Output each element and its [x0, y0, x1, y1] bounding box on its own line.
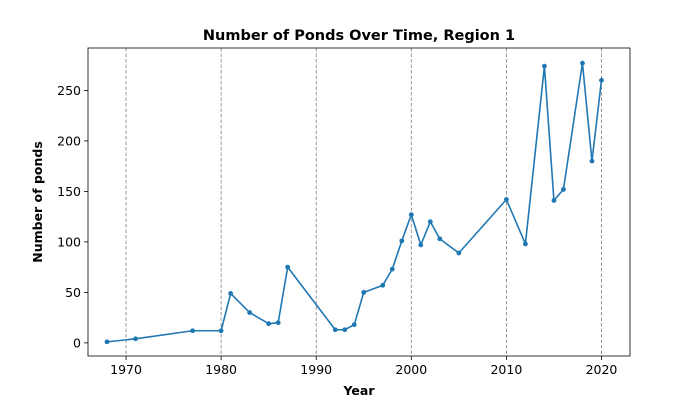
data-point — [247, 310, 253, 315]
x-tick-label: 1980 — [205, 362, 237, 377]
data-point — [332, 327, 338, 333]
x-tick-label: 2000 — [395, 362, 427, 377]
grid-lines — [125, 48, 602, 356]
chart-title: Number of Ponds Over Time, Region 1 — [203, 28, 515, 44]
data-point — [190, 328, 196, 334]
data-point — [361, 289, 367, 295]
data-point — [228, 290, 234, 296]
data-point — [599, 77, 604, 83]
x-tick-label: 2010 — [490, 362, 522, 377]
x-axis-ticks: 1970 1980 1990 2000 2010 2020 — [110, 356, 617, 377]
data-point — [380, 282, 386, 288]
data-point — [427, 219, 433, 225]
x-axis-label: Year — [343, 383, 376, 398]
data-point — [418, 242, 424, 248]
data-point — [389, 266, 395, 272]
y-tick-label: 250 — [57, 83, 81, 98]
y-tick-label: 150 — [57, 184, 81, 199]
series-line — [106, 62, 603, 343]
data-point — [133, 336, 138, 342]
plot-frame — [87, 47, 631, 357]
y-axis-label: Number of ponds — [30, 141, 45, 263]
data-point — [104, 339, 110, 345]
data-point — [523, 241, 528, 247]
x-tick-label: 2020 — [586, 362, 618, 377]
data-points — [104, 60, 604, 345]
y-tick-label: 0 — [73, 335, 81, 350]
y-tick-label: 100 — [57, 234, 81, 249]
data-point — [589, 158, 595, 164]
data-point — [542, 63, 547, 69]
data-point — [275, 320, 281, 326]
data-point — [285, 264, 291, 270]
data-point — [456, 250, 462, 256]
data-point — [351, 322, 357, 328]
data-point — [408, 212, 414, 218]
data-point — [437, 236, 443, 242]
data-point — [580, 60, 585, 66]
series-line-layer — [106, 62, 603, 343]
y-axis-ticks: 0 50 100 150 200 250 — [57, 83, 88, 350]
y-tick-label: 50 — [65, 285, 81, 300]
data-point — [503, 197, 509, 202]
x-tick-label: 1970 — [110, 362, 142, 377]
x-tick-label: 1990 — [300, 362, 332, 377]
y-tick-label: 200 — [57, 133, 81, 148]
data-point — [561, 186, 566, 192]
data-point — [551, 198, 557, 203]
data-point — [266, 321, 272, 327]
data-point — [399, 238, 405, 244]
data-point — [342, 327, 348, 333]
data-point — [218, 328, 224, 334]
